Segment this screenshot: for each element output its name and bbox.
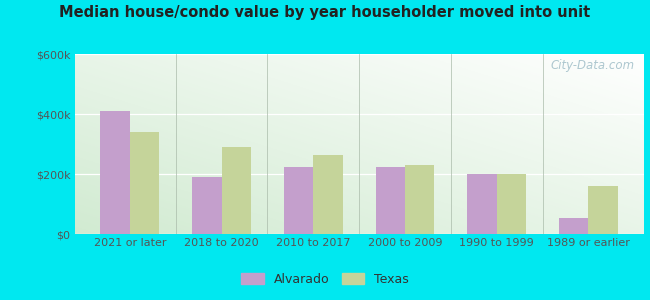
Bar	[467, 174, 497, 234]
Bar	[130, 132, 159, 234]
Bar	[497, 174, 526, 234]
Text: City-Data.com: City-Data.com	[551, 59, 635, 72]
Legend: Alvarado, Texas: Alvarado, Texas	[236, 268, 414, 291]
Bar	[284, 167, 313, 234]
Bar	[222, 147, 251, 234]
Bar	[559, 218, 588, 234]
Bar	[101, 111, 130, 234]
Bar	[376, 167, 405, 234]
Bar	[405, 165, 434, 234]
Bar	[192, 177, 222, 234]
Bar	[588, 186, 618, 234]
Text: Median house/condo value by year householder moved into unit: Median house/condo value by year househo…	[59, 4, 591, 20]
Bar	[313, 154, 343, 234]
